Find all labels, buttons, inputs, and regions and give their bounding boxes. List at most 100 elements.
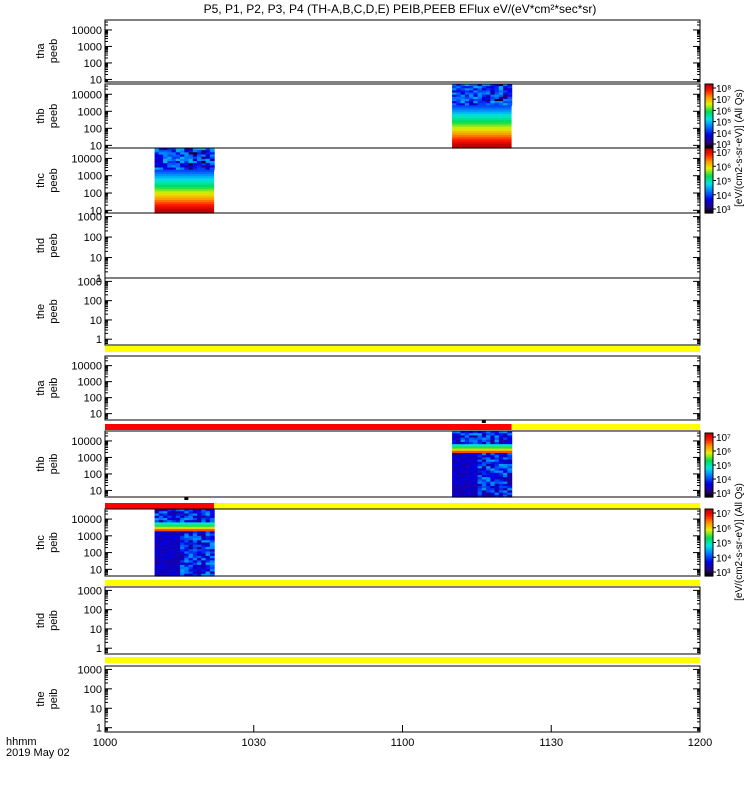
spectrogram-cell (171, 542, 177, 546)
spectrogram-cell (184, 551, 190, 555)
panel-frame (104, 665, 701, 733)
spectrogram-cell (456, 450, 462, 454)
spectrogram-cell (490, 444, 496, 447)
spectrogram-cell (180, 520, 185, 523)
spectrogram-cell (464, 84, 470, 87)
panel-frame (104, 83, 701, 149)
spectrogram-cell (507, 96, 513, 100)
spectrogram-cell (201, 165, 207, 169)
colorbar-segment (705, 554, 713, 557)
spectrogram-cell (171, 540, 177, 544)
spectrogram-cell (201, 526, 207, 530)
spectrogram-cell (154, 560, 160, 564)
spectrogram-cell (167, 522, 173, 526)
spectrogram-cell (201, 562, 207, 566)
spectrogram-cell (481, 433, 487, 436)
spectrogram-cell (507, 90, 513, 94)
spectrogram-cell (180, 533, 185, 537)
spectrogram-cell (507, 448, 513, 452)
spectrogram-cell (188, 148, 194, 151)
spectrogram-cell (469, 444, 474, 447)
spectrogram-cell (490, 453, 496, 456)
spectrogram-cell (498, 477, 504, 480)
spectrogram-cell (163, 535, 168, 539)
spectrogram-cell (192, 148, 198, 151)
colorbar-segment (705, 156, 713, 159)
spectrogram-cell (452, 468, 457, 472)
spectrogram-cell (167, 517, 173, 521)
spectrogram-cell (158, 567, 164, 570)
spectrogram-cell (171, 546, 177, 550)
colorbar-segment (705, 493, 713, 496)
spectrogram-cell (180, 531, 185, 535)
spectrogram-cell (167, 515, 173, 519)
spectrogram-cell (503, 103, 508, 106)
colorbar-tick-label: 10⁴ (716, 191, 731, 202)
spectrogram-cell (192, 571, 198, 575)
spectrogram-cell (498, 448, 504, 452)
colorbar-segment (705, 177, 713, 180)
spectrogram-cell (481, 90, 487, 94)
spectrogram-cell (163, 569, 168, 573)
spectrogram-cell (494, 101, 500, 104)
y-tick-label: 1000 (78, 106, 102, 118)
spectrogram-cell (192, 567, 198, 570)
colorbar-segment (705, 514, 713, 517)
colorbar-segment (705, 154, 713, 157)
spectrogram-cell (188, 150, 194, 153)
spectrogram-cell (490, 488, 496, 491)
spectrogram-cell (171, 538, 177, 541)
spectrogram-cell (188, 567, 194, 570)
spectrogram-cell (180, 569, 185, 573)
spectrogram-cell (171, 161, 177, 164)
colorbar-segment (705, 490, 713, 493)
spectrogram-cell (464, 433, 470, 436)
colorbar-segment (705, 476, 713, 479)
spectrogram-cell (464, 455, 470, 458)
spectrogram-cell (507, 492, 513, 496)
spectrogram-cell (452, 133, 512, 136)
colorbar-segment (705, 457, 713, 460)
spectrogram-cell (503, 488, 508, 491)
y-tick-label: 100 (84, 393, 102, 405)
y-tick-label: 10 (90, 140, 102, 152)
spectrogram-cell (175, 526, 181, 530)
y-tick-label: 1 (96, 723, 102, 735)
spectrogram-cell (188, 513, 194, 517)
spectrogram-cell (503, 439, 508, 443)
spectrogram-cell (456, 431, 462, 434)
spectrogram-cell (192, 549, 198, 553)
colorbar-segment (705, 433, 713, 436)
spectrogram-cell (498, 435, 504, 439)
panel-thd-peeb: 1 10 100 1000 thd peeb (35, 212, 701, 285)
spectrogram-cell (197, 154, 202, 158)
spectrogram-cell (464, 468, 470, 472)
spectrogram-cell (154, 529, 160, 532)
spectrogram-cell (209, 573, 215, 577)
spectrogram-cell (188, 517, 194, 521)
spectrogram-cell (163, 161, 168, 164)
spectrogram-cell (209, 158, 215, 162)
spectrogram-cell (507, 472, 513, 476)
spectrogram-cell (507, 477, 513, 480)
spectrogram-cell (481, 479, 487, 483)
spectrogram-cell (464, 479, 470, 483)
spectrogram-cell (473, 101, 479, 104)
spectrogram-cell (456, 453, 462, 456)
spectrogram-cell (494, 448, 500, 452)
panel-frame (104, 212, 701, 279)
panel-label-product: peeb (48, 39, 60, 63)
spectrogram-cell (192, 544, 198, 548)
spectrogram-cell (460, 439, 466, 443)
spectrogram-cell (473, 494, 479, 498)
spectrogram-cell (188, 167, 194, 171)
spectrogram-cell (167, 161, 173, 164)
spectrogram-cell (452, 143, 512, 147)
colorbar-segment (705, 544, 713, 547)
spectrogram-cell (486, 466, 491, 469)
spectrogram-cell (158, 544, 164, 548)
spectrogram-cell (205, 526, 211, 530)
spectrogram-cell (154, 210, 215, 214)
spectrogram-cell (481, 459, 487, 463)
spectrogram-cell (456, 101, 462, 104)
